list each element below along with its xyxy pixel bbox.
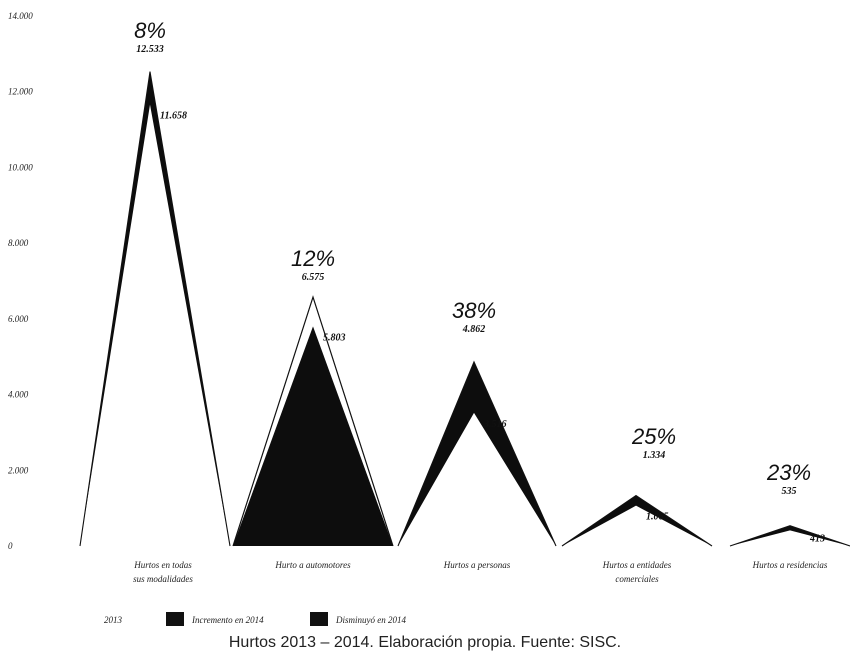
- y-tick-label: 6.000: [8, 314, 29, 324]
- area-2014: [233, 326, 393, 546]
- value-label-2013: 1.334: [643, 450, 666, 461]
- category-label: Hurtos a residencias: [752, 560, 828, 570]
- legend: 2013 Incremento en 2014 Disminuyó en 2014: [104, 612, 406, 626]
- line-2013: [232, 295, 394, 547]
- value-label-2013: 6.575: [302, 272, 325, 283]
- area-decrease: [398, 361, 556, 546]
- value-label-2014: 11.658: [160, 111, 187, 122]
- value-label-2014: 413: [809, 534, 825, 545]
- category-group: 8%12.533 11.658: [79, 18, 231, 547]
- y-axis: 0 2.000 4.000 6.000 8.000 10.000 12.000 14.000: [8, 11, 33, 551]
- chart-caption: Hurtos 2013 – 2014. Elaboración propia. …: [228, 634, 622, 651]
- y-tick-label: 14.000: [8, 11, 33, 21]
- legend-swatch: [310, 612, 328, 626]
- value-label-2014: 1.065: [646, 512, 669, 523]
- legend-label: Incremento en 2014: [191, 615, 264, 625]
- value-label-2013: 12.533: [136, 44, 164, 55]
- category-label: Hurtos a entidades: [602, 560, 672, 570]
- legend-label: 2013: [104, 615, 123, 625]
- category-label: Hurtos a personas: [443, 560, 511, 570]
- value-label-2013: 4.862: [462, 324, 486, 335]
- y-tick-label: 0: [8, 541, 13, 551]
- value-label-2014: 3.516: [483, 419, 507, 430]
- percent-label: 12%: [291, 246, 335, 271]
- legend-label: Disminuyó en 2014: [335, 615, 406, 625]
- category-label: comerciales: [615, 574, 659, 584]
- y-tick-label: 8.000: [8, 238, 29, 248]
- line-2013: [79, 71, 231, 547]
- percent-label: 23%: [766, 460, 811, 485]
- percent-label: 38%: [452, 298, 496, 323]
- value-label-2014: 5.803: [323, 332, 346, 343]
- category-label: sus modalidades: [133, 574, 193, 584]
- category-group: 23%535 413: [729, 460, 850, 547]
- category-group: 38%4.862 3.516: [397, 298, 557, 547]
- y-tick-label: 10.000: [8, 162, 33, 172]
- category-label: Hurto a automotores: [274, 560, 351, 570]
- line-2013: [561, 494, 713, 547]
- y-tick-label: 2.000: [8, 465, 29, 475]
- line-2013: [397, 360, 557, 547]
- category-group: 12%6.575 5.803: [232, 246, 394, 547]
- category-group: 25%1.334 1.065: [561, 424, 713, 547]
- area-decrease: [730, 525, 850, 546]
- x-axis: Hurtos en todas sus modalidades Hurto a au…: [133, 560, 828, 584]
- percent-label: 25%: [631, 424, 676, 449]
- area-decrease: [80, 71, 230, 546]
- y-tick-label: 4.000: [8, 390, 29, 400]
- legend-swatch: [166, 612, 184, 626]
- line-2013: [729, 525, 850, 547]
- value-label-2013: 535: [782, 486, 797, 497]
- y-tick-label: 12.000: [8, 87, 33, 97]
- area-decrease: [562, 495, 712, 546]
- percent-label: 8%: [134, 18, 166, 43]
- category-label: Hurtos en todas: [133, 560, 192, 570]
- chart-marks: 8%12.533 11.658 12%6.575 5.803 38%4.862 3.516…: [79, 18, 850, 547]
